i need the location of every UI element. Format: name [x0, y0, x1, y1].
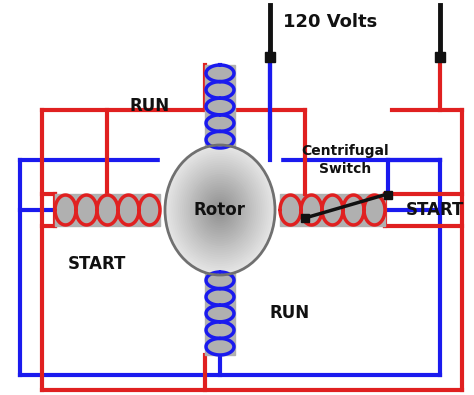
Ellipse shape — [174, 156, 265, 264]
Ellipse shape — [180, 163, 260, 257]
Bar — [205, 65, 235, 148]
Ellipse shape — [191, 177, 248, 244]
Ellipse shape — [182, 165, 258, 255]
Ellipse shape — [203, 190, 237, 230]
Ellipse shape — [169, 149, 271, 271]
Text: RUN: RUN — [270, 304, 310, 322]
Ellipse shape — [205, 192, 235, 228]
Bar — [160, 140, 280, 280]
Ellipse shape — [201, 188, 239, 232]
Text: Rotor: Rotor — [194, 201, 246, 219]
Text: START: START — [406, 201, 464, 219]
Ellipse shape — [167, 147, 273, 273]
Ellipse shape — [188, 172, 252, 248]
Ellipse shape — [207, 194, 233, 226]
Ellipse shape — [212, 201, 228, 219]
Bar — [55, 194, 160, 226]
Bar — [205, 272, 235, 355]
Text: Centrifugal
Switch: Centrifugal Switch — [301, 144, 389, 176]
Bar — [384, 191, 392, 199]
Ellipse shape — [199, 185, 241, 235]
Text: START: START — [68, 255, 126, 273]
Bar — [280, 194, 385, 226]
Ellipse shape — [193, 179, 246, 241]
Ellipse shape — [173, 154, 267, 266]
Ellipse shape — [195, 181, 245, 239]
Ellipse shape — [184, 167, 256, 252]
Ellipse shape — [216, 205, 224, 214]
Text: 120 Volts: 120 Volts — [283, 13, 377, 31]
Ellipse shape — [186, 170, 254, 250]
Ellipse shape — [165, 145, 275, 275]
Bar — [301, 214, 309, 222]
Ellipse shape — [190, 174, 250, 246]
Bar — [435, 52, 445, 62]
Ellipse shape — [209, 197, 231, 224]
Ellipse shape — [197, 183, 243, 237]
Ellipse shape — [171, 152, 269, 268]
Ellipse shape — [218, 208, 222, 212]
Ellipse shape — [178, 161, 262, 259]
Ellipse shape — [210, 199, 229, 221]
Text: RUN: RUN — [130, 97, 170, 115]
Ellipse shape — [176, 158, 264, 261]
Bar — [265, 52, 275, 62]
Ellipse shape — [214, 203, 226, 217]
